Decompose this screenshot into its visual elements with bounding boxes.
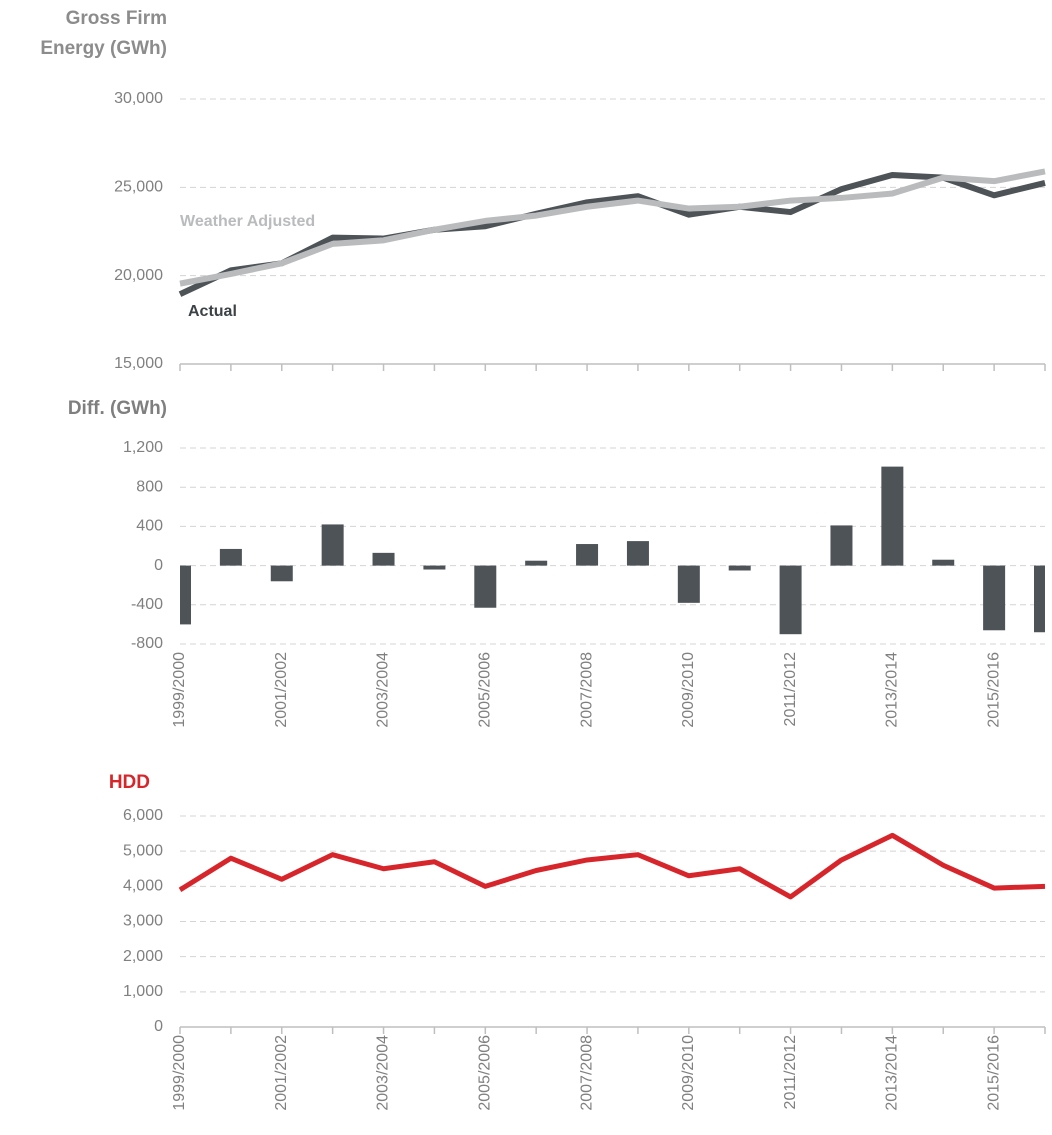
line	[178, 171, 1046, 297]
bar	[219, 548, 242, 566]
y-tick-label: 2,000	[123, 948, 163, 965]
bar	[423, 565, 446, 570]
y-tick-label: 0	[154, 557, 163, 574]
bar	[1034, 565, 1045, 633]
y-tick-label: 3,000	[123, 913, 163, 930]
bar	[830, 525, 853, 566]
x-tick-label: 2003/2004	[375, 1035, 392, 1111]
bar	[626, 541, 649, 566]
bar	[677, 565, 700, 603]
bar	[779, 565, 802, 635]
bar	[983, 565, 1006, 631]
bar	[474, 565, 497, 608]
x-tick-label: 2001/2002	[273, 1035, 290, 1111]
series-label: Weather Adjusted	[180, 213, 315, 230]
bar	[372, 552, 395, 566]
panel-title: HDD	[108, 772, 150, 793]
x-tick-label: 2007/2008	[578, 652, 595, 728]
bar	[728, 565, 751, 571]
y-tick-label: 20,000	[114, 267, 163, 284]
y-tick-label: 30,000	[114, 90, 163, 107]
x-tick-label: 2007/2008	[578, 1035, 595, 1111]
x-tick-label: 2001/2002	[273, 652, 290, 728]
bar	[270, 565, 293, 582]
y-tick-label: 4,000	[123, 878, 163, 895]
x-tick-label: 2009/2010	[680, 652, 697, 728]
y-tick-label: 6,000	[123, 807, 163, 824]
line	[178, 832, 1046, 900]
x-tick-label: 2011/2012	[782, 652, 799, 727]
bar	[180, 565, 191, 625]
x-tick-label: 2005/2006	[477, 652, 494, 728]
y-tick-label: 5,000	[123, 842, 163, 859]
x-tick-label: 2005/2006	[477, 1035, 494, 1111]
bars	[180, 466, 1045, 635]
y-tick-label: 15,000	[114, 355, 163, 372]
bar	[321, 524, 344, 566]
y-tick-label: 0	[154, 1018, 163, 1035]
x-tick-label: 2003/2004	[375, 652, 392, 728]
y-tick-label: 1,200	[123, 439, 163, 456]
x-tick-label: 2015/2016	[985, 652, 1002, 728]
x-tick-label: 1999/2000	[171, 1035, 188, 1111]
x-tick-label: 2013/2014	[884, 652, 901, 728]
y-tick-label: 25,000	[114, 179, 163, 196]
y-tick-label: -400	[131, 596, 163, 613]
x-tick-label: 1999/2000	[171, 652, 188, 728]
bar	[932, 559, 955, 566]
bar	[525, 560, 548, 566]
y-tick-label: 800	[136, 478, 163, 495]
series-label: Actual	[188, 303, 237, 320]
bar	[576, 544, 599, 566]
x-tick-label: 2009/2010	[680, 1035, 697, 1111]
panel-title: Gross Firm Energy (GWh)	[40, 8, 167, 59]
bar	[881, 466, 904, 566]
x-tick-label: 2013/2014	[884, 1035, 901, 1111]
x-tick-label: 2015/2016	[985, 1035, 1002, 1111]
line	[179, 168, 1046, 287]
y-tick-label: 1,000	[123, 983, 163, 1000]
y-tick-label: 400	[136, 518, 163, 535]
x-tick-label: 2011/2012	[782, 1035, 799, 1110]
y-tick-label: -800	[131, 635, 163, 652]
panel-title: Diff. (GWh)	[67, 398, 167, 419]
